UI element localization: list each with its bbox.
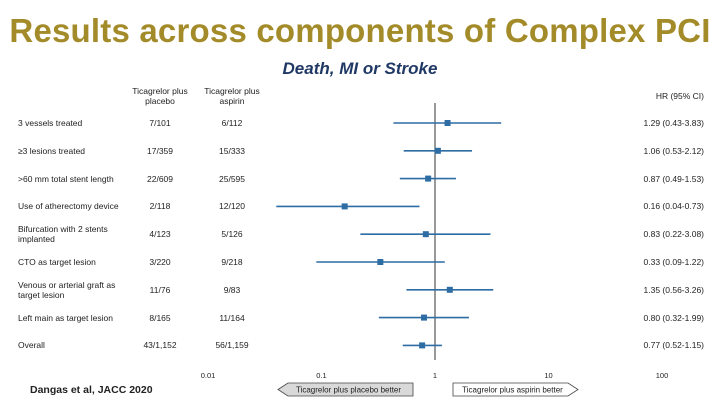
- left-arrow-label: Ticagrelor plus placebo better: [296, 386, 401, 395]
- hazard-ratio-label: 0.16 (0.04-0.73): [643, 201, 704, 212]
- source-citation: Dangas et al, JACC 2020: [30, 384, 153, 396]
- aspirin-events: 12/120: [219, 201, 245, 212]
- row-label: >60 mm total stent length: [18, 173, 114, 184]
- placebo-events: 8/165: [149, 312, 171, 323]
- point-estimate: [444, 120, 451, 126]
- aspirin-events: 11/164: [219, 312, 245, 323]
- aspirin-events: 6/112: [221, 118, 243, 128]
- point-estimate: [421, 314, 428, 321]
- x-tick-label: 10: [544, 371, 553, 380]
- point-estimate: [419, 342, 426, 349]
- row-label: Bifurcation with 2 stents implanted: [18, 224, 108, 245]
- right-arrow-shape: [452, 382, 579, 397]
- point-estimate: [422, 231, 429, 238]
- x-tick-label: 0.1: [316, 371, 327, 380]
- placebo-events: 2/118: [149, 201, 171, 212]
- hazard-ratio-label: 1.35 (0.56-3.26): [643, 284, 704, 295]
- slide-title: Results across components of Complex PCI: [9, 12, 711, 49]
- chart-subtitle: Death, MI or Stroke: [282, 59, 438, 78]
- placebo-events: 4/123: [149, 229, 171, 240]
- placebo-events: 7/101: [149, 118, 171, 128]
- hazard-ratio-label: 0.77 (0.52-1.15): [643, 340, 704, 351]
- hazard-ratio-label: 1.29 (0.43-3.83): [643, 118, 704, 128]
- aspirin-events: 9/218: [221, 257, 243, 267]
- point-estimate: [425, 175, 432, 182]
- aspirin-events: 15/333: [219, 145, 245, 156]
- row-label: Use of atherectomy device: [18, 201, 119, 212]
- right-arrow-label: Ticagrelor plus aspirin better: [462, 386, 563, 395]
- aspirin-events: 25/595: [219, 173, 245, 184]
- point-estimate: [446, 286, 453, 293]
- aspirin-events: 5/126: [221, 229, 243, 240]
- x-tick-label: 1: [432, 371, 438, 380]
- hazard-ratio-label: 1.06 (0.53-2.12): [643, 145, 704, 156]
- left-arrow-shape: [277, 382, 414, 397]
- placebo-events: 43/1,152: [143, 340, 177, 351]
- x-tick-label: 0.01: [200, 371, 216, 380]
- row-label: Venous or arterial graft as target lesio…: [18, 279, 116, 300]
- hazard-ratio-label: 0.33 (0.09-1.22): [643, 257, 704, 267]
- hazard-ratio-label: 0.83 (0.22-3.08): [643, 229, 704, 240]
- placebo-events: 11/76: [149, 284, 171, 295]
- column-header-hr: HR (95% CI): [655, 91, 704, 101]
- point-estimate: [434, 147, 441, 154]
- column-header-aspirin: Ticagrelor plus aspirin: [204, 86, 260, 106]
- row-label: Left main as target lesion: [18, 312, 113, 323]
- row-label: ≥3 lesions treated: [18, 145, 86, 156]
- aspirin-events: 56/1,159: [215, 340, 249, 351]
- hazard-ratio-label: 0.87 (0.49-1.53): [643, 173, 704, 184]
- row-label: 3 vessels treated: [18, 118, 83, 128]
- row-label: CTO as target lesion: [18, 257, 96, 267]
- column-header-placebo: Ticagrelor plus placebo: [132, 86, 188, 106]
- point-estimate: [341, 203, 348, 210]
- x-tick-label: 100: [655, 371, 669, 380]
- hazard-ratio-label: 0.80 (0.32-1.99): [643, 312, 704, 323]
- placebo-events: 17/359: [147, 145, 173, 156]
- row-label: Overall: [18, 340, 45, 351]
- point-estimate: [377, 259, 384, 265]
- aspirin-events: 9/83: [223, 284, 241, 295]
- placebo-events: 3/220: [149, 257, 171, 267]
- placebo-events: 22/609: [147, 173, 173, 184]
